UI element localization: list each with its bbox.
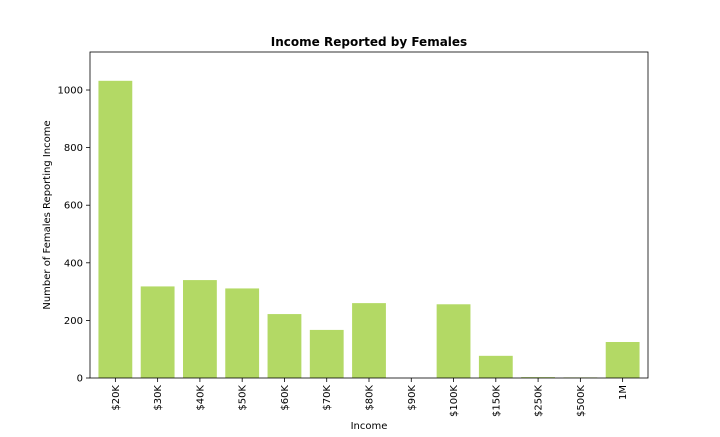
y-tick-label: 0 [77, 374, 83, 385]
bar-1M [605, 342, 640, 378]
y-tick-label: 1000 [58, 86, 83, 97]
x-tick-label: 1M [618, 385, 629, 400]
y-tick-label: 800 [64, 143, 83, 154]
bar-$50K [225, 288, 260, 378]
bar-$30K [140, 286, 175, 378]
x-axis-label: Income [351, 421, 388, 432]
x-tick-label: $30K [153, 385, 164, 411]
bar-$40K [183, 280, 217, 378]
y-tick-label: 600 [64, 201, 83, 212]
x-tick-label: $500K [576, 385, 587, 417]
bar-$70K [309, 329, 344, 378]
x-tick-label: $80K [365, 385, 376, 411]
chart-title: Income Reported by Females [271, 35, 467, 49]
bar-$80K [352, 303, 386, 378]
bar-$60K [267, 314, 302, 378]
y-axis-label: Number of Females Reporting Income [42, 120, 53, 309]
x-tick-label: $50K [238, 385, 249, 411]
bars [98, 80, 640, 379]
x-tick-label: $70K [322, 385, 333, 411]
y-tick-label: 400 [64, 258, 83, 269]
bar-$100K [436, 304, 471, 378]
bar-$150K [478, 355, 513, 378]
x-axis-ticks: $20K $30K $40K $50K $60K $70K $80K $90K $100K $15… [111, 378, 629, 417]
x-tick-label: $150K [491, 385, 502, 417]
bar-$250K [521, 377, 555, 378]
x-tick-label: $60K [280, 385, 291, 411]
y-tick-label: 200 [64, 316, 83, 327]
x-tick-label: $100K [449, 385, 460, 417]
y-axis-ticks: 0 200 400 600 800 1000 [58, 86, 90, 385]
bar-$20K [98, 80, 133, 379]
x-tick-label: $250K [534, 385, 545, 417]
x-tick-label: $20K [111, 385, 122, 411]
x-tick-label: $90K [407, 385, 418, 411]
x-tick-label: $40K [195, 385, 206, 411]
plot-frame [89, 51, 649, 379]
